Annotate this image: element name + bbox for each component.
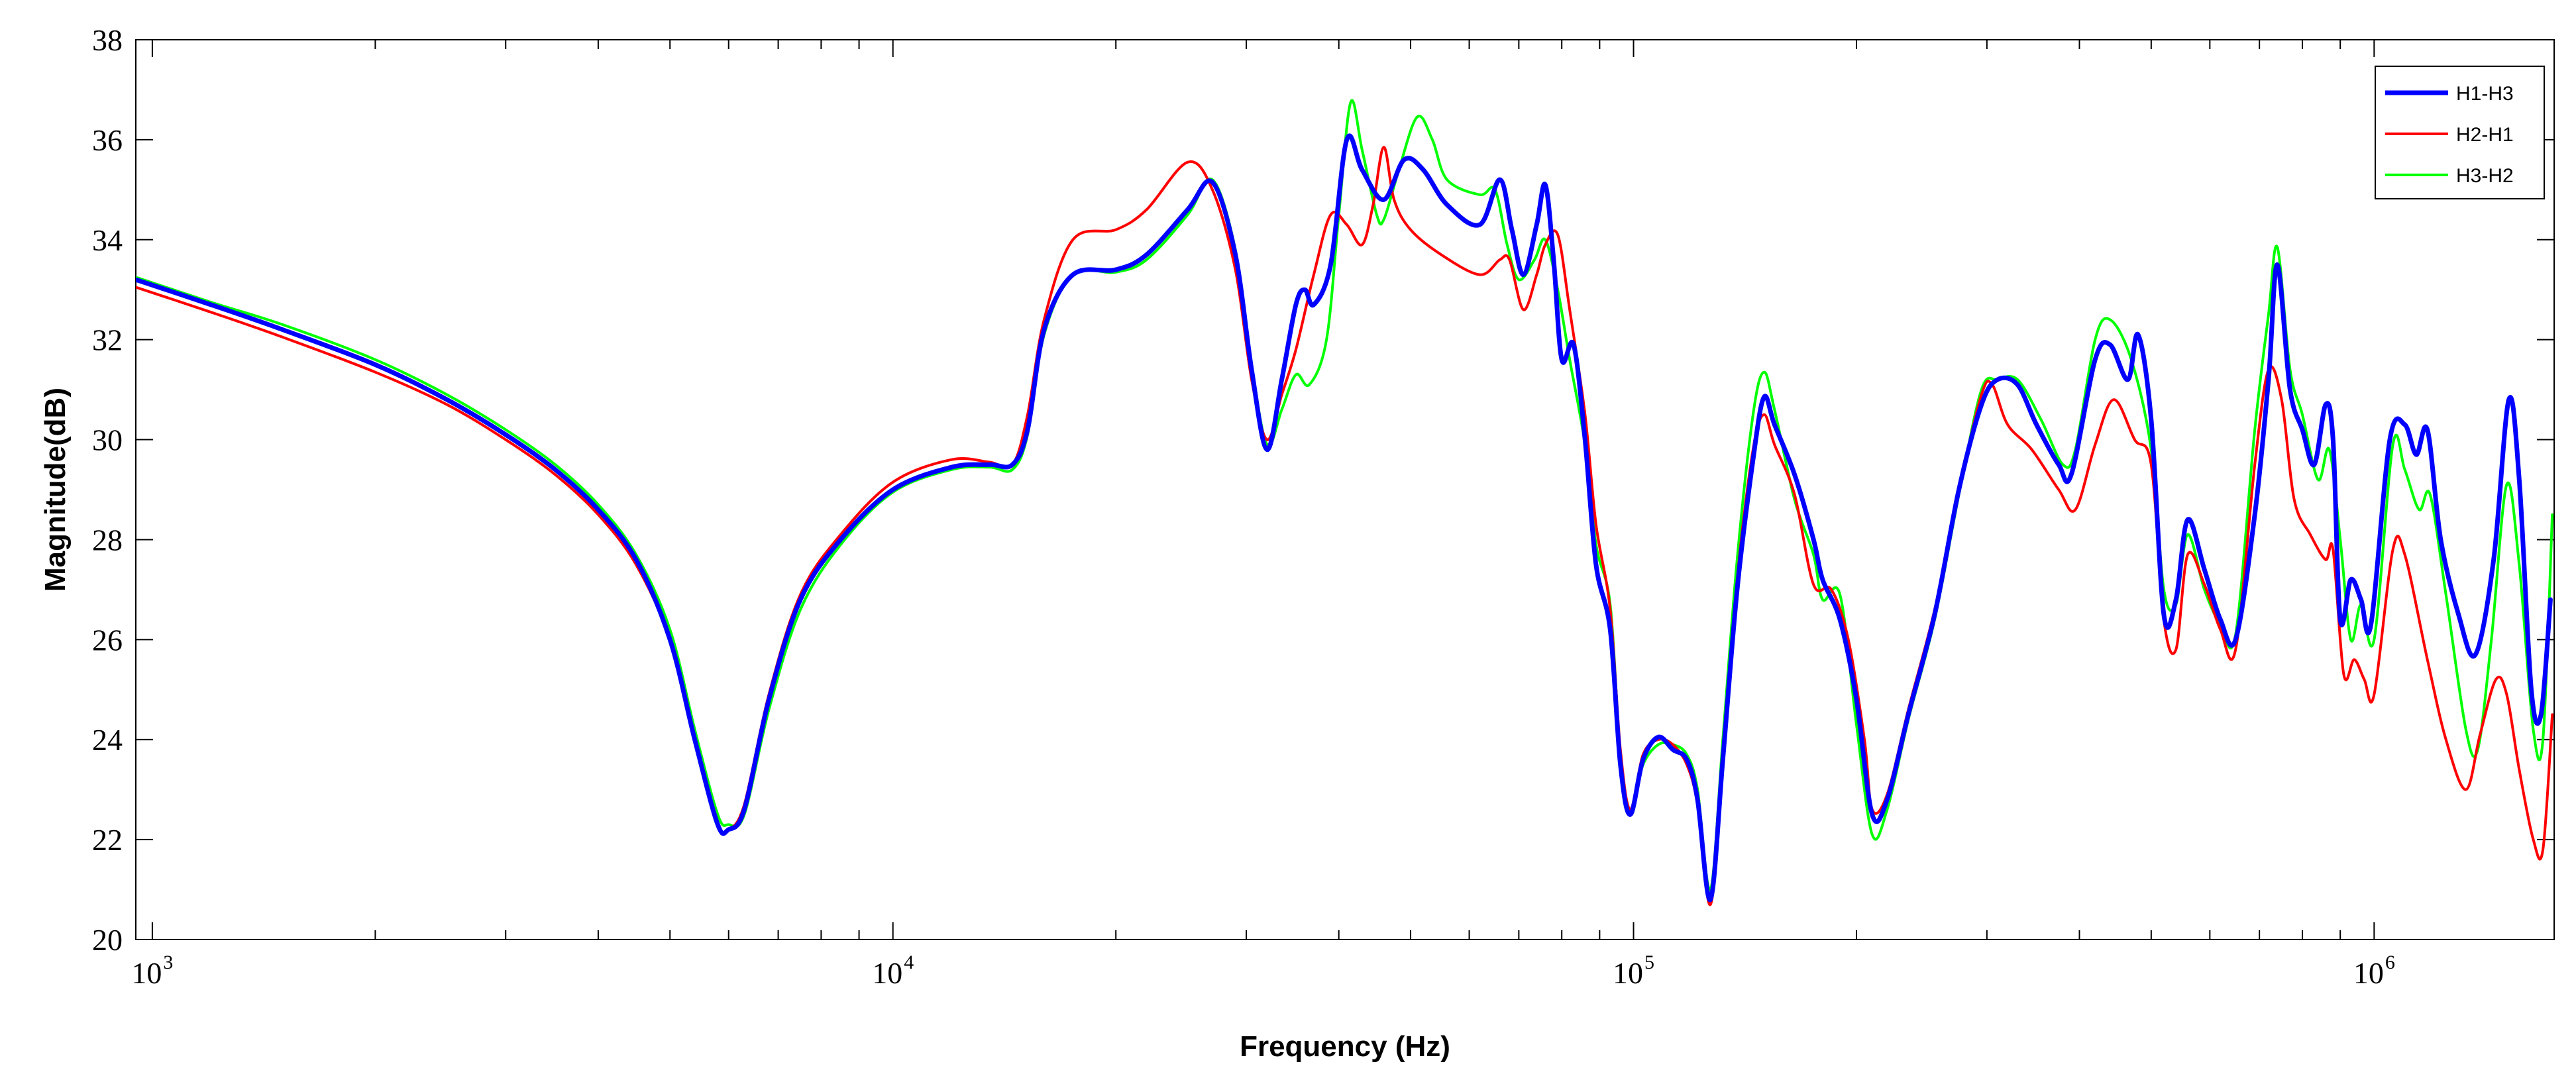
x-tick-label: 105 (1613, 951, 1654, 990)
y-tick-label: 32 (92, 323, 123, 357)
y-tick-label: 36 (92, 123, 123, 157)
legend-label-h1-h3: H1-H3 (2456, 83, 2514, 105)
y-axis: 20 22 24 26 28 30 32 34 36 38 (92, 23, 2554, 957)
x-tick-label: 103 (131, 951, 173, 990)
series-line-h1-h3 (136, 133, 2553, 902)
y-tick-label: 26 (92, 623, 123, 657)
series-layer (136, 99, 2554, 906)
legend-label-h2-h1: H2-H1 (2456, 124, 2514, 146)
y-tick-label: 22 (92, 823, 123, 857)
y-tick-label: 34 (92, 223, 123, 257)
x-tick-label: 106 (2353, 951, 2395, 990)
y-tick-label: 30 (92, 423, 123, 457)
plot-area (135, 39, 2555, 940)
x-tick-label: 104 (872, 951, 914, 990)
x-axis-label: Frequency (Hz) (1240, 1030, 1450, 1063)
y-tick-label: 20 (92, 923, 123, 957)
y-axis-label: Magnitude(dB) (39, 388, 72, 592)
legend: H1-H3 H2-H1 H3-H2 (2375, 66, 2545, 199)
legend-label-h3-h2: H3-H2 (2456, 165, 2514, 187)
y-tick-label: 28 (92, 523, 123, 557)
y-tick-label: 38 (92, 23, 123, 57)
y-tick-label: 24 (92, 723, 123, 757)
